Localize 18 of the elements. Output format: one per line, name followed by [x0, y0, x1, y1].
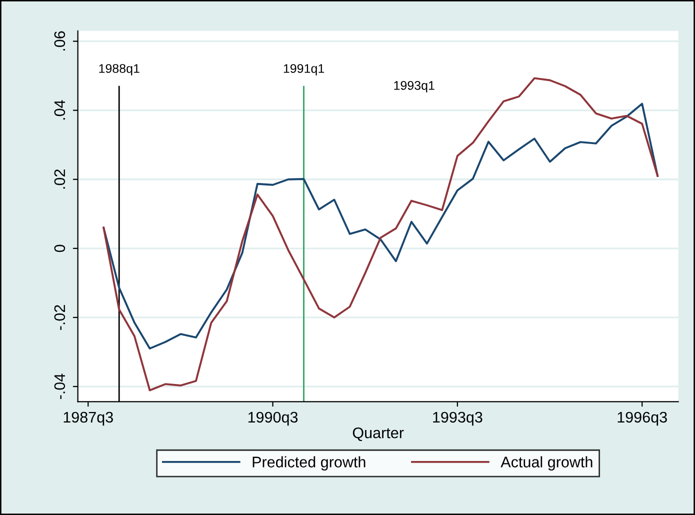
y-tick-label: .06 [54, 31, 66, 50]
x-axis-title: Quarter [352, 427, 404, 442]
x-tick-label: 1993q3 [433, 412, 482, 426]
ref-line-label: 1988q1 [99, 64, 140, 76]
legend-label: Predicted growth [252, 456, 366, 470]
legend-label: Actual growth [500, 456, 592, 470]
y-tick-label: -.02 [54, 305, 66, 330]
y-tick-label: .02 [54, 170, 66, 189]
y-tick-label: -.04 [54, 374, 66, 399]
annotation: 1993q1 [394, 81, 434, 92]
line-series [102, 102, 659, 350]
x-tick-label: 1987q3 [64, 412, 113, 426]
line-series [102, 77, 659, 392]
x-tick-label: 1990q3 [248, 412, 298, 426]
ref-line-label: 1991q1 [284, 64, 324, 76]
x-tick-label: 1996q3 [618, 412, 667, 426]
y-tick-label: .04 [54, 100, 66, 120]
y-tick-label: 0 [54, 244, 66, 252]
